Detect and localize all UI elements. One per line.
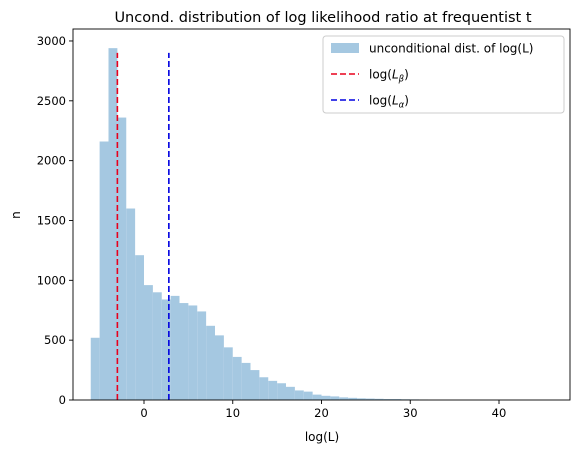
legend: unconditional dist. of log(L)log(Lβ)log(…: [322, 35, 565, 114]
legend-label: unconditional dist. of log(L): [369, 42, 533, 56]
histogram-bar: [392, 399, 402, 400]
histogram-bar: [135, 255, 144, 400]
histogram-bar: [99, 141, 109, 401]
histogram-bar: [312, 394, 322, 400]
histogram-bar: [365, 398, 375, 400]
histogram-bar: [232, 356, 242, 400]
y-tick-label: 3000: [37, 34, 66, 48]
histogram-bar: [348, 397, 357, 400]
bars-group: [90, 48, 428, 401]
histogram-bar: [268, 380, 278, 400]
y-axis-ticks: 0 500 1000 1500 2000 2500 3000: [37, 34, 73, 407]
histogram-bar: [215, 335, 224, 400]
x-tick-label: 10: [225, 406, 240, 420]
histogram-bar: [339, 397, 349, 400]
histogram-bar: [170, 295, 180, 400]
y-tick-label: 2500: [37, 94, 66, 108]
y-tick-label: 1000: [37, 273, 66, 287]
histogram-bar: [161, 299, 171, 400]
histogram-bar: [126, 208, 136, 400]
vlines-group: [116, 52, 170, 400]
histogram-bar: [90, 337, 100, 400]
histogram-bar: [250, 370, 260, 400]
x-axis-ticks: 0 10 20 30 40: [140, 400, 506, 420]
x-tick-label: 30: [403, 406, 418, 420]
histogram-bar: [152, 292, 162, 400]
x-tick-label: 20: [314, 406, 329, 420]
histogram-bar: [303, 391, 313, 400]
x-tick-label: 0: [140, 406, 147, 420]
histogram-bar: [197, 311, 207, 400]
y-tick-label: 500: [44, 333, 66, 347]
legend-box: [322, 35, 565, 114]
histogram-bar: [117, 117, 127, 401]
chart-title: Uncond. distribution of log likelihood r…: [114, 10, 531, 26]
histogram-bar: [223, 347, 233, 400]
histogram-bar: [108, 48, 118, 401]
legend-swatch-histogram: [331, 43, 359, 53]
histogram-bar: [286, 386, 295, 400]
histogram-bar: [383, 399, 393, 400]
y-tick-label: 1500: [37, 213, 66, 227]
histogram-bar: [144, 285, 153, 400]
histogram-bar: [277, 383, 286, 400]
y-tick-label: 0: [59, 393, 66, 407]
histogram-bar: [259, 377, 269, 400]
histogram-bar: [241, 362, 251, 400]
histogram-bar: [179, 303, 189, 400]
y-axis-label: n: [9, 211, 23, 219]
histogram-bar: [206, 325, 215, 400]
histogram-bar: [321, 395, 331, 400]
histogram-bar: [294, 390, 304, 400]
histogram-bar: [357, 398, 366, 400]
x-tick-label: 40: [492, 406, 507, 420]
x-axis-label: log(L): [305, 430, 339, 444]
histogram-bar: [188, 305, 198, 400]
histogram-bar: [374, 398, 384, 400]
histogram-bar: [330, 396, 340, 400]
y-tick-label: 2000: [37, 154, 66, 168]
